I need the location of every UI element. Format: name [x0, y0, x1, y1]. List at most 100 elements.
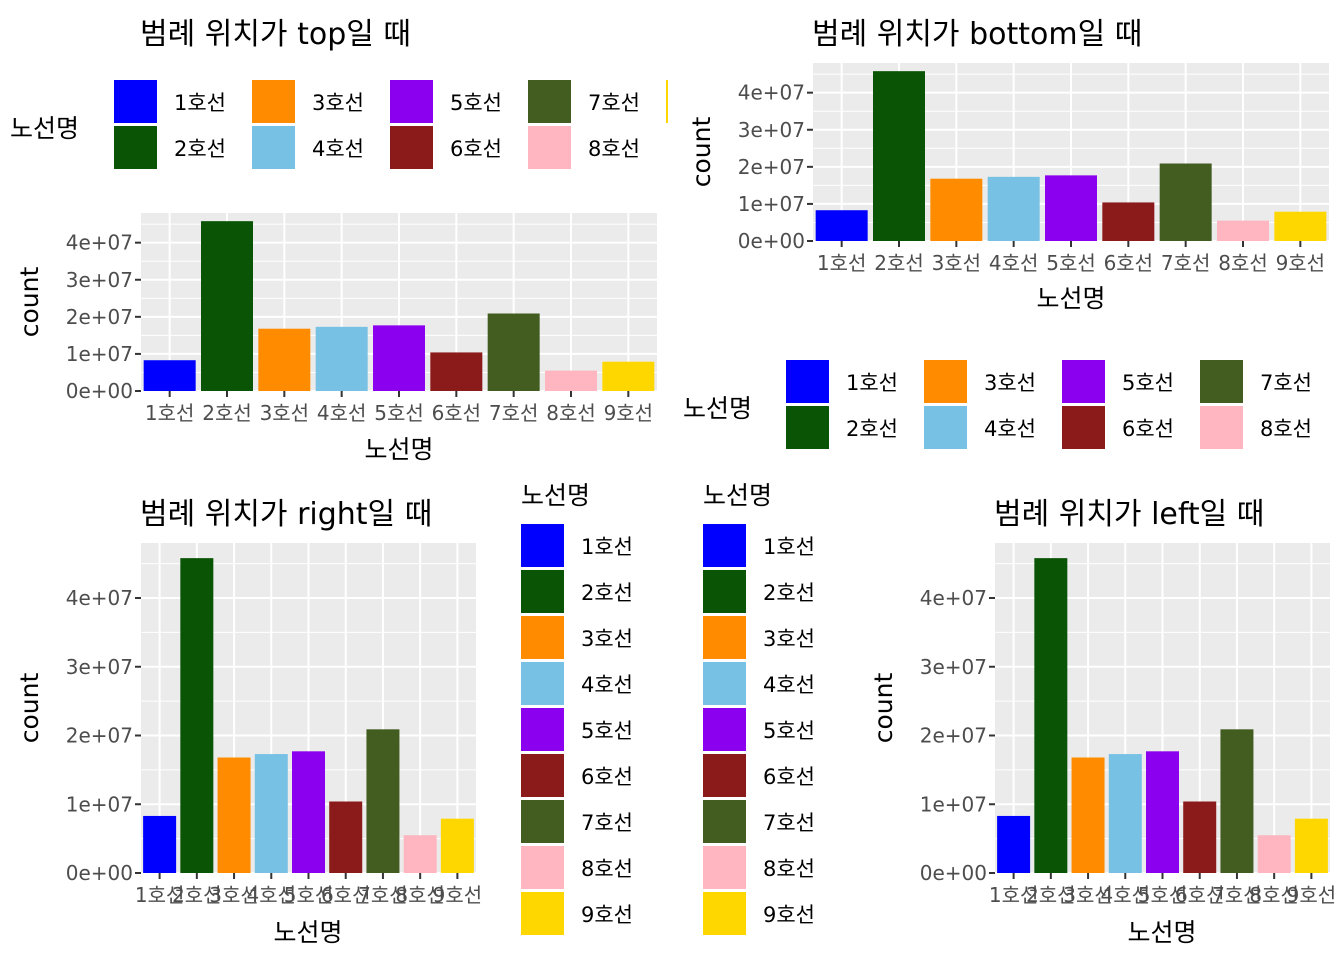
x-axis-title: 노선명: [1127, 918, 1196, 947]
legend-label: 4호선: [984, 417, 1036, 441]
legend-key: [528, 126, 571, 169]
x-tick-label: 3호선: [1063, 883, 1113, 907]
legend-key: [521, 800, 564, 843]
y-tick-label: 0e+00: [920, 861, 987, 885]
chart-right: 범례 위치가 right일 때 0e+00 1e+07 2e+07 3e+07 4e+07…: [15, 497, 482, 947]
legend-label: 1호선: [581, 535, 633, 559]
x-tick-label: 7호선: [1212, 883, 1262, 907]
chart-bottom: 범례 위치가 bottom일 때 0e+00 1e+07 2e+07 3e+07 4e+0…: [687, 17, 1329, 313]
bar: [873, 71, 925, 242]
legend-key: [114, 126, 157, 169]
x-tick-label: 9호선: [1287, 883, 1337, 907]
legend-label: 7호선: [581, 811, 633, 835]
bar: [329, 801, 363, 873]
legend-title: 노선명: [10, 114, 79, 143]
x-tick-label: 3호선: [932, 251, 982, 275]
y-tick-label: 2e+07: [66, 724, 133, 748]
bar: [1034, 558, 1068, 873]
bar: [1220, 729, 1254, 873]
legend-key: [924, 360, 967, 403]
bar: [143, 360, 196, 391]
x-tick-label: 4호선: [1101, 883, 1151, 907]
legend-label: 9호선: [763, 903, 815, 927]
legend-label: 2호선: [581, 581, 633, 605]
legend-key: [252, 80, 295, 123]
bar: [1102, 202, 1155, 241]
bar: [602, 361, 655, 391]
bar: [930, 178, 983, 241]
legend-label: 2호선: [174, 137, 226, 161]
bar: [1045, 175, 1097, 241]
legend-label: 6호선: [581, 765, 633, 789]
bar: [1071, 757, 1105, 873]
legend-key: [521, 524, 564, 567]
y-tick-label: 0e+00: [738, 229, 805, 253]
legend-key: [1062, 360, 1105, 403]
legend-key: [703, 754, 746, 797]
x-tick-label: 1호선: [817, 251, 867, 275]
x-tick-label: 2호선: [172, 883, 222, 907]
bar: [366, 729, 400, 873]
legend-key: [703, 524, 746, 567]
x-tick-label: 9호선: [604, 401, 654, 425]
bar: [1217, 220, 1269, 241]
x-tick-label: 7호선: [358, 883, 408, 907]
legend-label: 7호선: [763, 811, 815, 835]
bar: [430, 352, 483, 391]
legend-key: [1338, 360, 1344, 403]
y-axis-title: count: [869, 673, 898, 744]
bar: [315, 326, 368, 391]
legend-label: 7호선: [1260, 371, 1312, 395]
chart-title: 범례 위치가 left일 때: [994, 497, 1264, 532]
y-tick-label: 3e+07: [920, 655, 987, 679]
legend-key: [703, 662, 746, 705]
chart-title: 범례 위치가 right일 때: [140, 497, 432, 532]
legend-key: [666, 80, 668, 123]
bar: [258, 328, 311, 391]
legend-label: 5호선: [450, 91, 502, 115]
x-tick-label: 5호선: [374, 401, 424, 425]
legend-label: 3호선: [763, 627, 815, 651]
legend-label: 2호선: [763, 581, 815, 605]
legend-label: 1호선: [846, 371, 898, 395]
x-tick-label: 1호선: [989, 883, 1039, 907]
legend-label: 1호선: [174, 91, 226, 115]
legend-title: 노선명: [703, 481, 772, 510]
bar: [143, 815, 177, 873]
y-tick-label: 1e+07: [66, 792, 133, 816]
legend-label: 6호선: [450, 137, 502, 161]
legend-label: 8호선: [581, 857, 633, 881]
bar: [180, 558, 214, 873]
legend-label: 4호선: [763, 673, 815, 697]
bar: [217, 757, 251, 873]
bar: [292, 751, 325, 873]
x-axis-title: 노선명: [273, 918, 342, 947]
bar: [1183, 801, 1217, 873]
bar: [1294, 818, 1328, 873]
y-tick-label: 3e+07: [66, 268, 133, 292]
bar: [1159, 163, 1212, 241]
x-tick-label: 8호선: [546, 401, 596, 425]
y-tick-label: 0e+00: [66, 379, 133, 403]
bar: [1257, 835, 1291, 873]
x-axis-title: 노선명: [364, 435, 433, 464]
x-axis-title: 노선명: [1036, 284, 1105, 313]
y-axis-title: count: [15, 673, 44, 744]
legend-label: 3호선: [984, 371, 1036, 395]
legend-key: [521, 616, 564, 659]
y-tick-label: 4e+07: [66, 231, 133, 255]
legend-key: [528, 80, 571, 123]
y-axis-title: count: [687, 117, 716, 188]
legend-key: [1200, 406, 1243, 449]
x-tick-label: 5호선: [1046, 251, 1096, 275]
legend-key: [703, 708, 746, 751]
bar: [403, 835, 437, 873]
legend-title: 노선명: [683, 394, 752, 423]
x-tick-label: 2호선: [202, 401, 252, 425]
legend-key: [521, 662, 564, 705]
legend-label: 1호선: [763, 535, 815, 559]
